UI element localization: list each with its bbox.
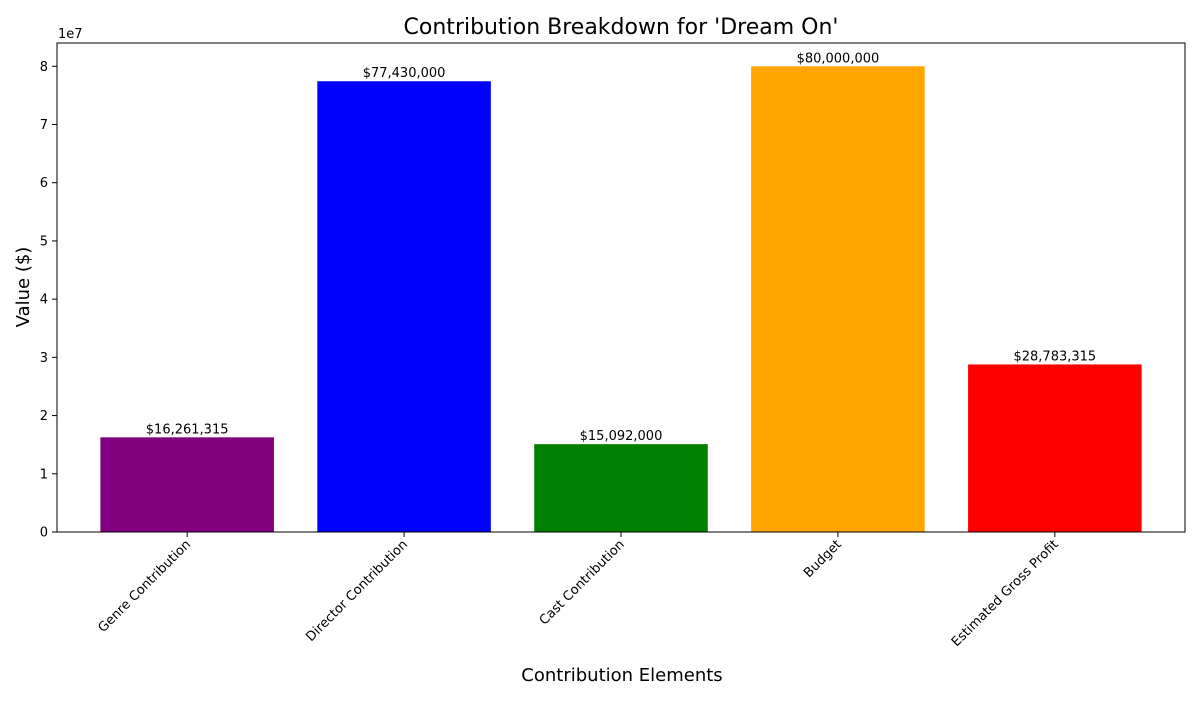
x-tick-label: Director Contribution <box>303 537 411 645</box>
y-tick-label: 7 <box>40 118 48 133</box>
bar-value-label: $77,430,000 <box>363 66 446 81</box>
y-axis-ticks: 0 1 2 3 4 5 6 7 8 <box>40 60 57 541</box>
y-tick-label: 2 <box>40 409 48 424</box>
bar-value-label: $28,783,315 <box>1013 349 1096 364</box>
x-axis-label: Contribution Elements <box>521 665 722 686</box>
x-tick-label: Estimated Gross Profit <box>949 537 1062 650</box>
bar-budget <box>751 66 925 533</box>
x-tick-label: Genre Contribution <box>96 537 194 635</box>
bar-value-label: $16,261,315 <box>146 422 229 437</box>
chart-title: Contribution Breakdown for 'Dream On' <box>404 15 839 40</box>
plot-frame <box>56 42 1186 533</box>
y-axis-label: Value ($) <box>13 247 34 328</box>
bar-value-label: $80,000,000 <box>797 51 880 66</box>
bar-director-contribution <box>317 81 491 532</box>
x-axis-ticks: Genre Contribution Director Contribution C… <box>96 532 1062 650</box>
bar-value-label: $15,092,000 <box>580 429 663 444</box>
y-tick-label: 0 <box>40 526 48 541</box>
y-tick-label: 8 <box>40 60 48 75</box>
x-tick-label: Budget <box>801 537 845 581</box>
bar-estimated-gross-profit <box>968 364 1142 532</box>
bar-genre-contribution <box>100 437 274 532</box>
y-tick-label: 4 <box>40 293 48 308</box>
bars-layer: $16,261,315 $77,430,000 $15,092,000 $80,000… <box>100 51 1142 533</box>
y-tick-label: 3 <box>40 351 48 366</box>
y-axis-offset-label: 1e7 <box>58 27 83 42</box>
bar-cast-contribution <box>534 444 708 532</box>
y-tick-label: 5 <box>40 234 48 249</box>
y-tick-label: 1 <box>40 467 48 482</box>
x-tick-label: Cast Contribution <box>537 537 628 628</box>
y-tick-label: 6 <box>40 176 48 191</box>
